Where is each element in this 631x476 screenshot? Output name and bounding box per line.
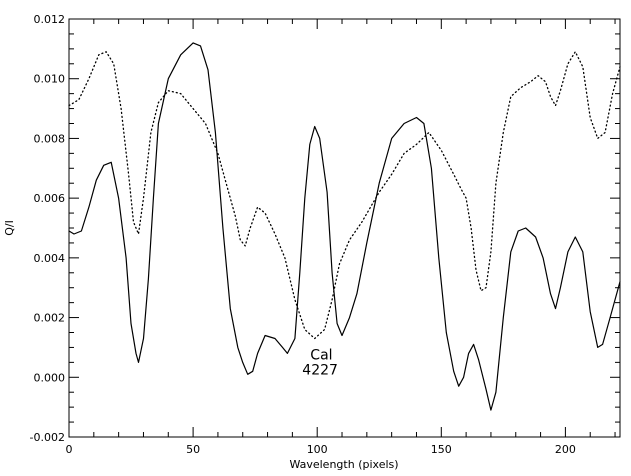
y-tick-label: 0.012 [34,13,66,26]
series-layer [68,42,621,411]
x-tick-label: 100 [307,443,328,456]
y-tick-label: 0.008 [34,132,66,145]
x-axis-label: Wavelength (pixels) [289,458,398,471]
y-axis-label: Q/I [3,220,16,236]
x-tick-label: 200 [555,443,576,456]
y-tick-label: 0.010 [34,73,66,86]
y-tick-label: 0.004 [34,252,66,265]
y-tick-label: 0.006 [34,192,66,205]
y-tick-label: 0.002 [34,312,66,325]
x-tick-labels: 0 50 100 150 200 [66,443,576,456]
x-tick-label: 50 [186,443,200,456]
axis-ticks [68,18,620,438]
annotation-line-1: Cal [310,347,332,363]
y-tick-label: 0.000 [34,371,66,384]
x-tick-label: 0 [66,443,73,456]
x-tick-label: 150 [431,443,452,456]
series-line-dotted [68,51,621,340]
series-line-solid [68,42,621,411]
cal-annotation: Cal 4227 [302,347,338,378]
y-tick-labels: -0.002 0.000 0.002 0.004 0.006 0.008 0.010 0.01… [30,13,65,444]
annotation-line-2: 4227 [302,362,338,378]
y-tick-label: -0.002 [30,431,65,444]
